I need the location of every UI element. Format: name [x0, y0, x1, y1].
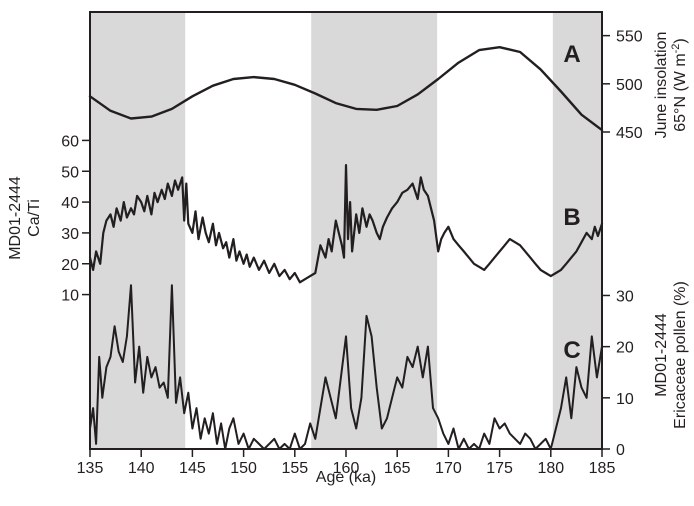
panel-c-y-tick-label-30: 30	[616, 288, 634, 305]
panel-b-y-tick-label-40: 40	[61, 195, 79, 212]
x-tick-label-170: 170	[435, 460, 462, 477]
ca-ti-line	[88, 164, 604, 284]
panel-a-y-tick-label-450: 450	[616, 125, 643, 142]
panel-c-y-tick-label-0: 0	[616, 442, 625, 459]
insolation-line	[88, 46, 604, 132]
panel-b-y-tick-label-60: 60	[61, 133, 79, 150]
panel-a-y-title-line2: 65°N (W m-2)	[670, 38, 689, 132]
panel-c-y-tick-label-20: 20	[616, 340, 634, 357]
x-axis-ticks: 135 140 145 150 155 160 165 170 175 180 185	[77, 449, 616, 477]
panel-b-y-tick-label-50: 50	[61, 164, 79, 181]
panel-a-letter: A	[563, 41, 580, 68]
stadial-band-2	[311, 12, 438, 449]
panel-b-y-title: MD01-2444 Ca/Ti	[7, 176, 43, 260]
panel-b-y-tick-label-20: 20	[61, 257, 79, 274]
panel-b-y-title-line1: MD01-2444	[7, 176, 24, 260]
x-tick-label-140: 140	[128, 460, 155, 477]
panel-a-y-ticks: 450 500 550	[602, 29, 643, 142]
x-tick-label-185: 185	[589, 460, 616, 477]
panel-c-y-title-line1: MD01-2444	[653, 313, 670, 397]
x-tick-label-175: 175	[486, 460, 513, 477]
panel-b-y-title-line2: Ca/Ti	[26, 199, 43, 237]
panel-b-letter: B	[563, 204, 580, 231]
panel-b-y-ticks: 10 20 30 40 50 60	[61, 133, 90, 305]
panel-c-y-title: MD01-2444 Ericaceae pollen (%)	[653, 281, 689, 429]
panel-a-y-title: June insolation 65°N (W m-2)	[653, 32, 689, 139]
x-tick-label-135: 135	[77, 460, 104, 477]
x-tick-label-150: 150	[230, 460, 257, 477]
panel-a-y-tick-label-550: 550	[616, 29, 643, 46]
panel-c-letter: C	[563, 337, 580, 364]
x-tick-label-180: 180	[537, 460, 564, 477]
x-tick-label-145: 145	[179, 460, 206, 477]
x-tick-label-165: 165	[384, 460, 411, 477]
panel-c-y-ticks: 0 10 20 30	[602, 288, 634, 459]
stadial-bands	[90, 12, 602, 449]
panel-a-y-tick-label-500: 500	[616, 77, 643, 94]
panel-a-y-title-line1: June insolation	[653, 32, 670, 139]
panel-c-y-tick-label-10: 10	[616, 391, 634, 408]
ericaceae-pollen-line	[89, 284, 603, 450]
panel-b-y-tick-label-10: 10	[61, 288, 79, 305]
panel-b-y-tick-label-30: 30	[61, 226, 79, 243]
x-tick-label-155: 155	[281, 460, 308, 477]
panel-c-y-title-line2: Ericaceae pollen (%)	[672, 281, 689, 429]
x-tick-label-160: 160	[333, 460, 360, 477]
x-axis-title: Age (ka)	[316, 469, 376, 486]
